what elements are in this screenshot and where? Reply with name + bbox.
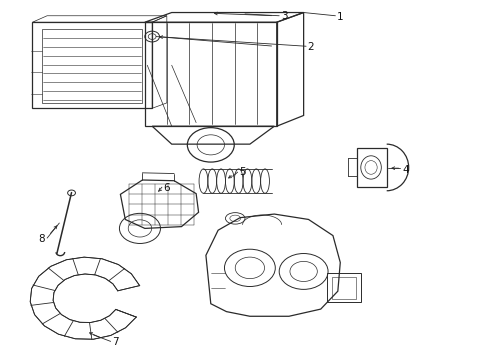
Text: 3: 3 [281,12,287,22]
Text: 4: 4 [402,165,409,175]
Text: 2: 2 [308,42,314,51]
Text: 6: 6 [163,183,170,193]
Text: 8: 8 [38,234,45,244]
Text: 5: 5 [239,167,246,177]
Text: 7: 7 [112,337,119,347]
Text: 1: 1 [337,12,343,22]
